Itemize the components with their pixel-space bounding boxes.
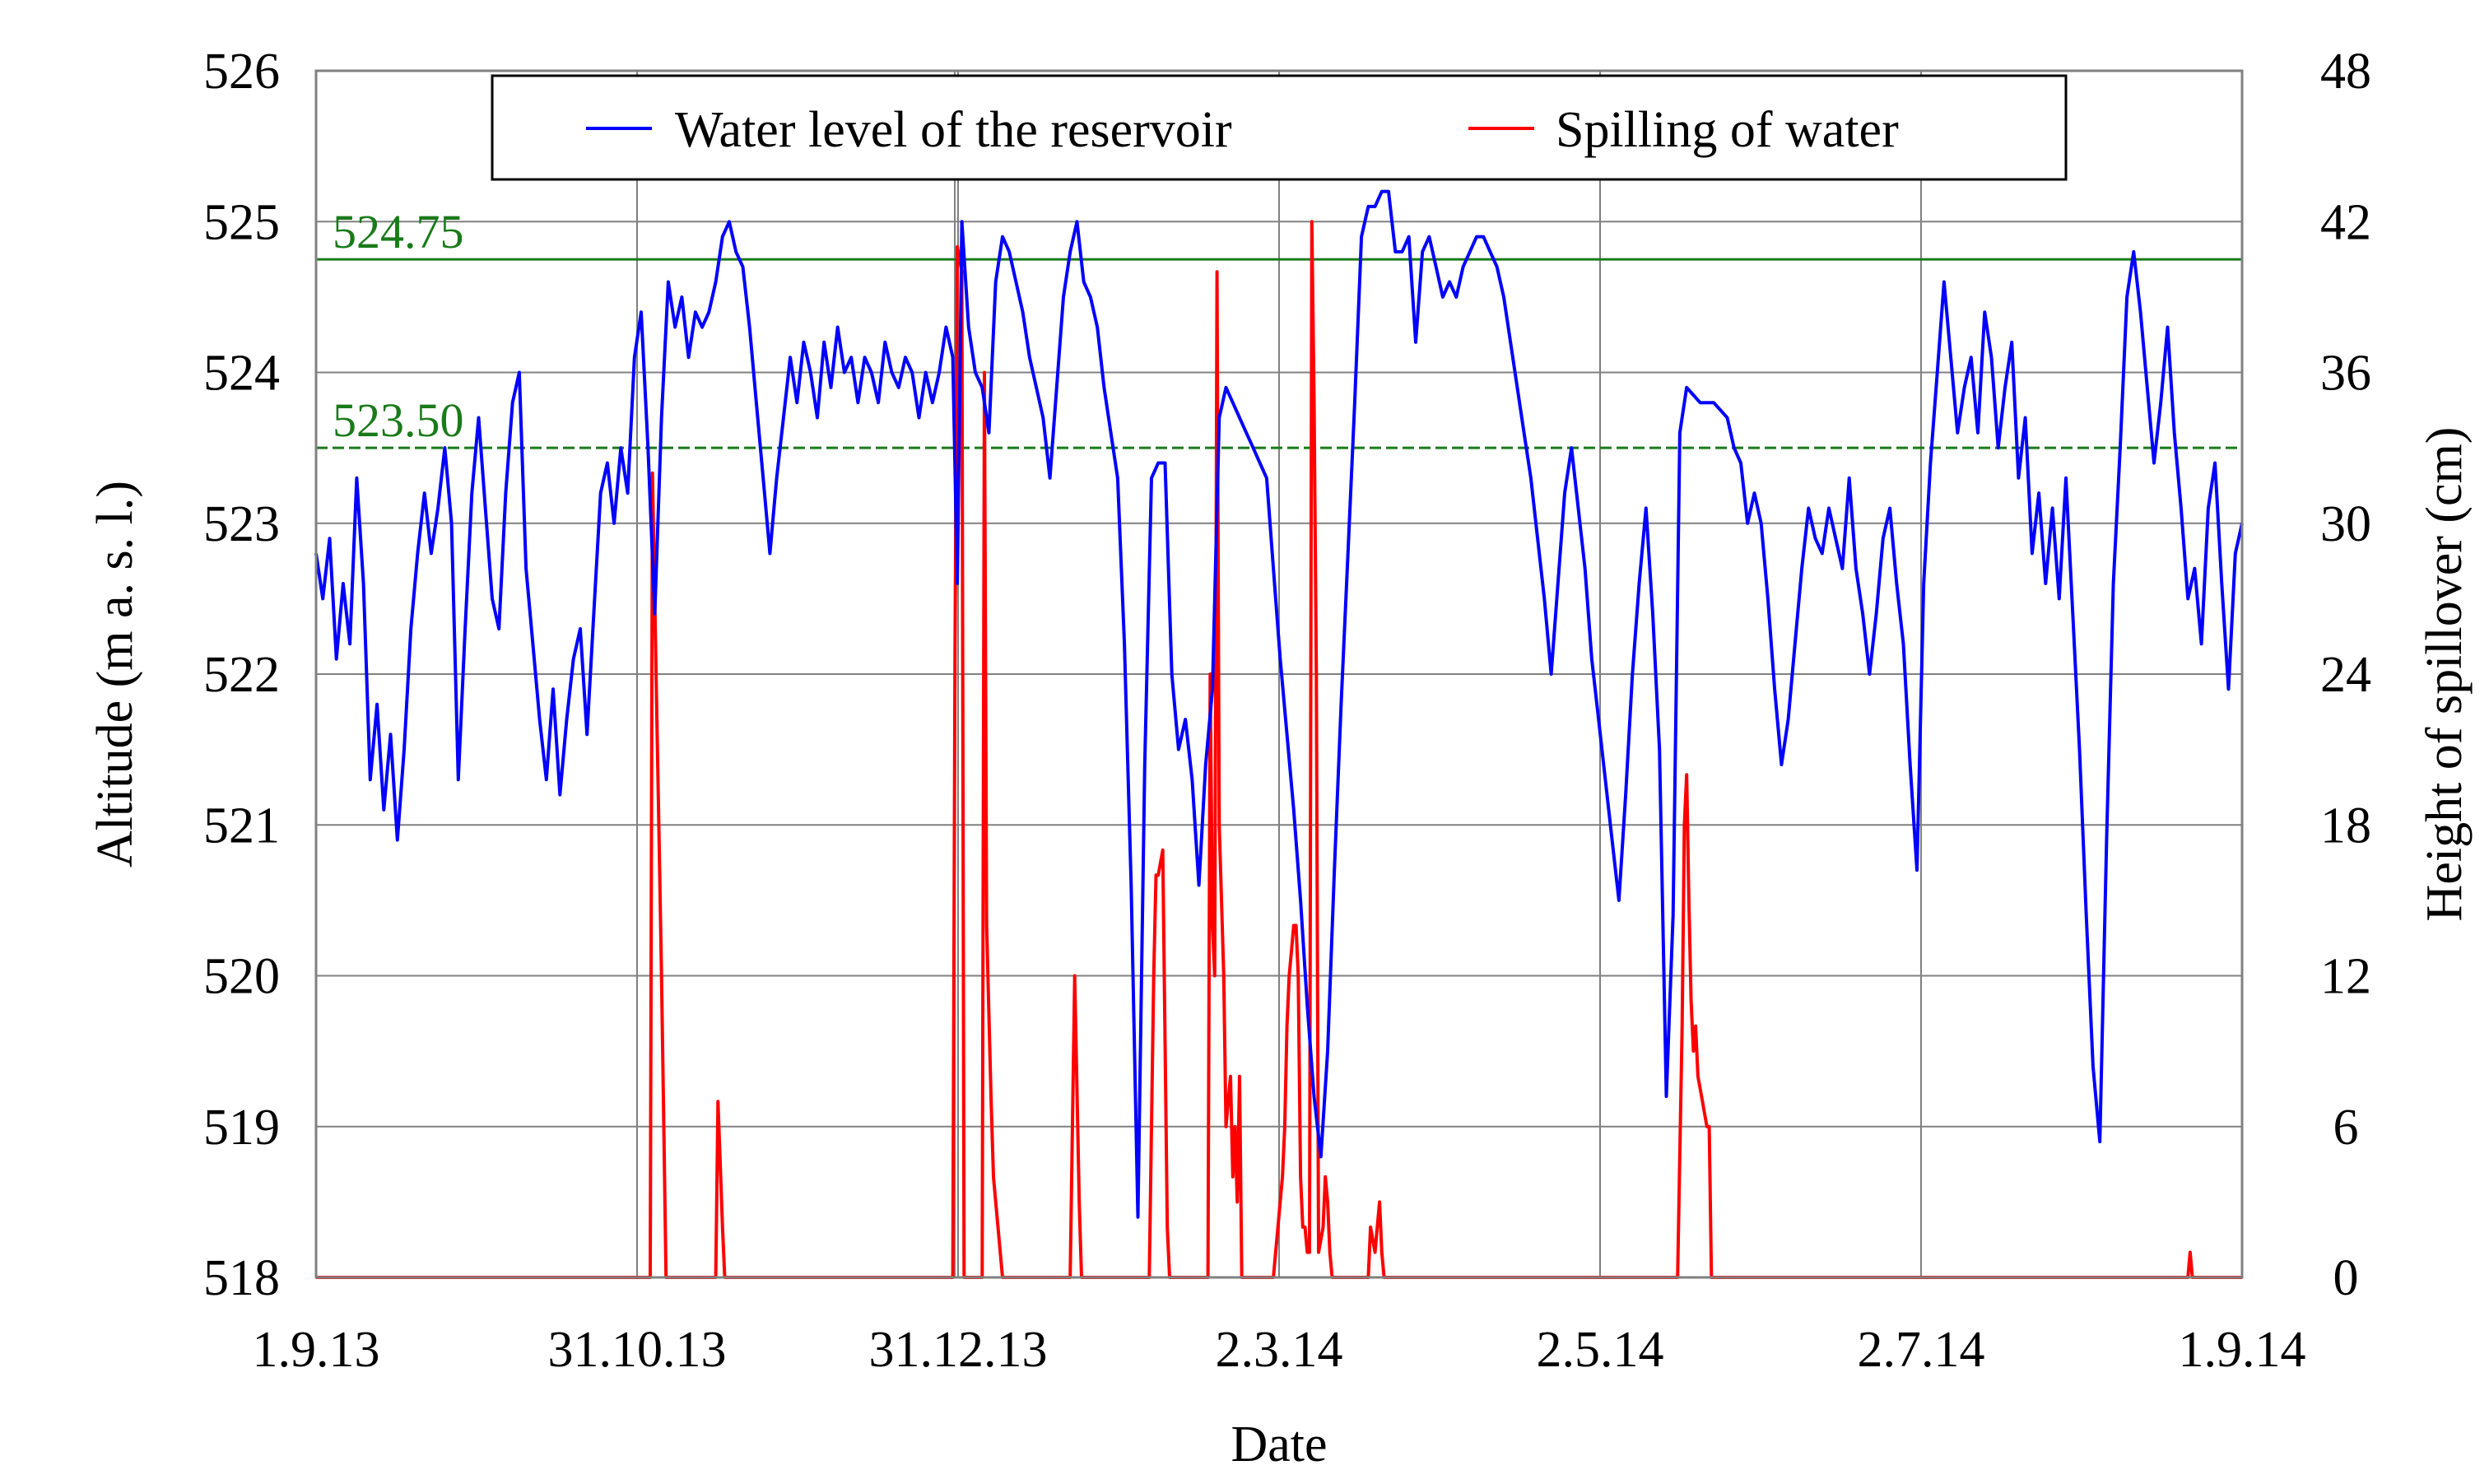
reference-label-524-75: 524.75: [333, 205, 464, 258]
right-tick-label: 42: [2320, 194, 2371, 250]
x-tick-label: 2.5.14: [1537, 1322, 1664, 1378]
right-tick-label: 12: [2320, 949, 2371, 1005]
legend: Water level of the reservoir Spilling of…: [491, 74, 2068, 181]
left-tick-label: 521: [203, 798, 280, 854]
left-tick-label: 518: [203, 1250, 280, 1306]
x-tick-label: 31.12.13: [869, 1322, 1048, 1378]
water-level-series-group: [314, 189, 2244, 1219]
x-axis-label: Date: [1231, 1417, 1327, 1472]
left-tick-label: 525: [203, 194, 280, 250]
right-axis-label: Height of spillover (cm): [2417, 427, 2473, 922]
right-tick-label: 36: [2320, 346, 2371, 402]
left-axis-ticks: 518 519 520 521 522 523 524 525 526: [203, 44, 280, 1306]
reference-lines: 524.75 523.50: [316, 205, 2242, 449]
x-axis-ticks: 1.9.13 31.10.13 31.12.13 2.3.14 2.5.14 2.7.14…: [253, 1322, 2306, 1378]
right-tick-label: 30: [2320, 496, 2371, 552]
x-tick-label: 1.9.13: [253, 1322, 380, 1378]
left-tick-label: 520: [203, 949, 280, 1005]
left-axis-label: Altitude (m a. s. l.): [87, 481, 143, 868]
left-tick-label: 523: [203, 496, 280, 552]
water-level-line: [314, 189, 2244, 1219]
right-tick-label: 24: [2320, 647, 2371, 703]
right-tick-label: 18: [2320, 798, 2371, 854]
plot-frame: [314, 69, 2244, 1279]
x-tick-label: 2.7.14: [1858, 1322, 1985, 1378]
reference-label-523-50: 523.50: [333, 393, 464, 447]
left-tick-label: 522: [203, 647, 280, 703]
x-tick-label: 2.3.14: [1216, 1322, 1343, 1378]
legend-label-water-level: Water level of the reservoir: [675, 102, 1232, 158]
left-tick-label: 524: [203, 346, 280, 402]
right-axis-ticks: 0 6 12 18 24 30 36 42 48: [2320, 44, 2371, 1306]
x-tick-label: 1.9.14: [2179, 1322, 2306, 1378]
x-tick-label: 31.10.13: [548, 1322, 727, 1378]
left-tick-label: 519: [203, 1100, 280, 1156]
right-tick-label: 6: [2333, 1100, 2359, 1156]
left-tick-label: 526: [203, 44, 280, 100]
right-tick-label: 48: [2320, 44, 2371, 100]
legend-box: [491, 74, 2068, 181]
right-tick-label: 0: [2333, 1250, 2359, 1306]
legend-label-spilling: Spilling of water: [1556, 102, 1899, 158]
